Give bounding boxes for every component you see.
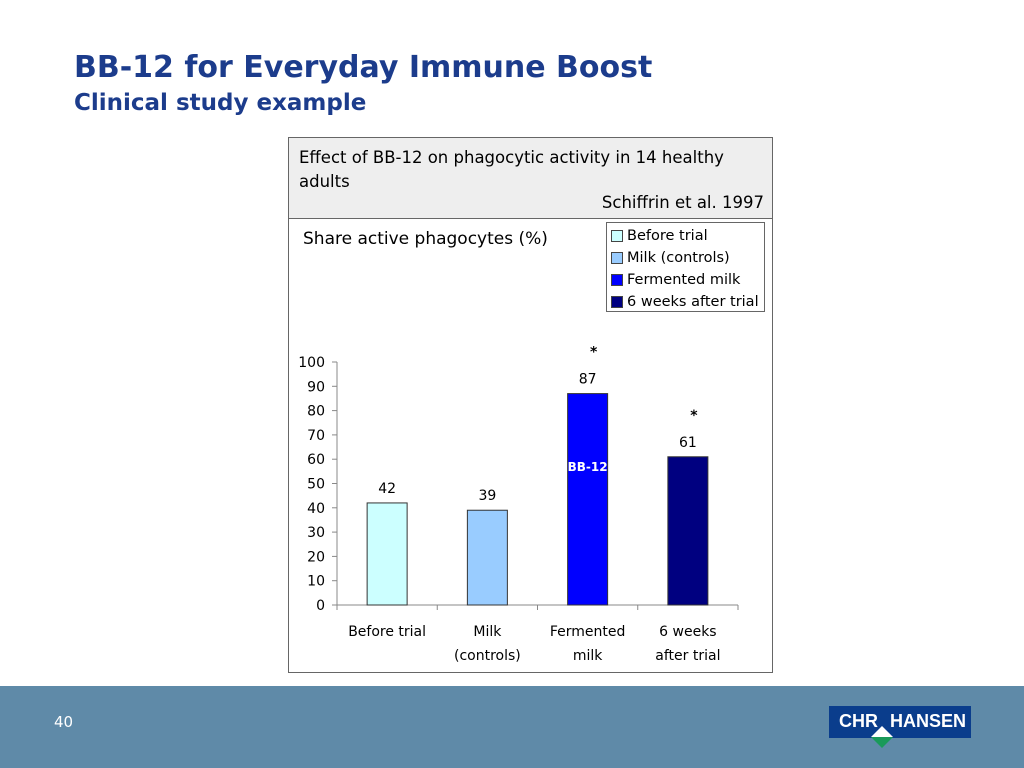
legend-swatch (611, 230, 623, 242)
legend-entry: Milk (controls) (611, 247, 760, 269)
y-tick-label: 90 (307, 379, 325, 395)
y-tick-label: 20 (307, 549, 325, 565)
chart-header: Effect of BB-12 on phagocytic activity i… (289, 138, 772, 219)
data-label: 87 (579, 372, 597, 388)
chr-hansen-logo: CHR HANSEN (829, 706, 971, 748)
bar-0 (366, 502, 408, 606)
slide-title: BB-12 for Everyday Immune Boost (74, 50, 653, 85)
chart-citation: Schiffrin et al. 1997 (601, 193, 764, 212)
x-tick-label: Milk (473, 624, 502, 640)
y-tick-label: 10 (307, 574, 325, 590)
data-label: 61 (679, 435, 697, 451)
y-tick-label: 100 (298, 355, 325, 371)
y-tick-label: 50 (307, 477, 325, 493)
y-tick-label: 70 (307, 428, 325, 444)
bar-3 (667, 456, 709, 606)
legend-entry: Fermented milk (611, 269, 760, 291)
data-label: 42 (378, 481, 396, 497)
y-tick-label: 0 (316, 598, 325, 614)
x-tick-label: 6 weeks (659, 624, 716, 640)
bar-chart: 0 10 20 30 40 50 60 70 80 90 100 42 Before trial 39 Mi… (298, 345, 739, 664)
x-tick-label: after trial (655, 648, 720, 664)
bar-1 (466, 509, 508, 606)
logo-text-right: HANSEN (890, 711, 967, 731)
legend-label: Milk (controls) (627, 250, 730, 266)
logo-diamond-icon (871, 726, 893, 748)
data-label: 39 (478, 488, 496, 504)
legend-label: 6 weeks after trial (627, 294, 759, 310)
legend-label: Fermented milk (627, 272, 741, 288)
x-tick-label: milk (573, 648, 603, 664)
y-tick-label: 60 (307, 452, 325, 468)
chart-legend: Before trial Milk (controls) Fermented mil… (606, 222, 765, 312)
significance-marker: * (590, 345, 598, 361)
legend-entry: Before trial (611, 225, 760, 247)
chart-description: Effect of BB-12 on phagocytic activity i… (299, 148, 724, 191)
page-number: 40 (54, 713, 74, 731)
x-tick-label: Before trial (348, 624, 426, 640)
x-tick-label: Fermented (550, 624, 626, 640)
y-tick-label: 30 (307, 525, 325, 541)
legend-entry: 6 weeks after trial (611, 291, 760, 313)
y-axis-label: Share active phagocytes (%) (303, 229, 548, 249)
legend-swatch (611, 252, 623, 264)
x-tick-label: (controls) (454, 648, 521, 664)
bar-2 (567, 393, 609, 606)
chart-box: Effect of BB-12 on phagocytic activity i… (288, 137, 773, 673)
legend-label: Before trial (627, 228, 708, 244)
bar-annotation: BB-12 (568, 460, 608, 474)
slide-subtitle: Clinical study example (74, 90, 367, 116)
y-tick-label: 40 (307, 501, 325, 517)
logo-text-left: CHR (839, 711, 878, 731)
legend-swatch (611, 296, 623, 308)
significance-marker: * (690, 408, 698, 424)
legend-swatch (611, 274, 623, 286)
y-tick-label: 80 (307, 404, 325, 420)
